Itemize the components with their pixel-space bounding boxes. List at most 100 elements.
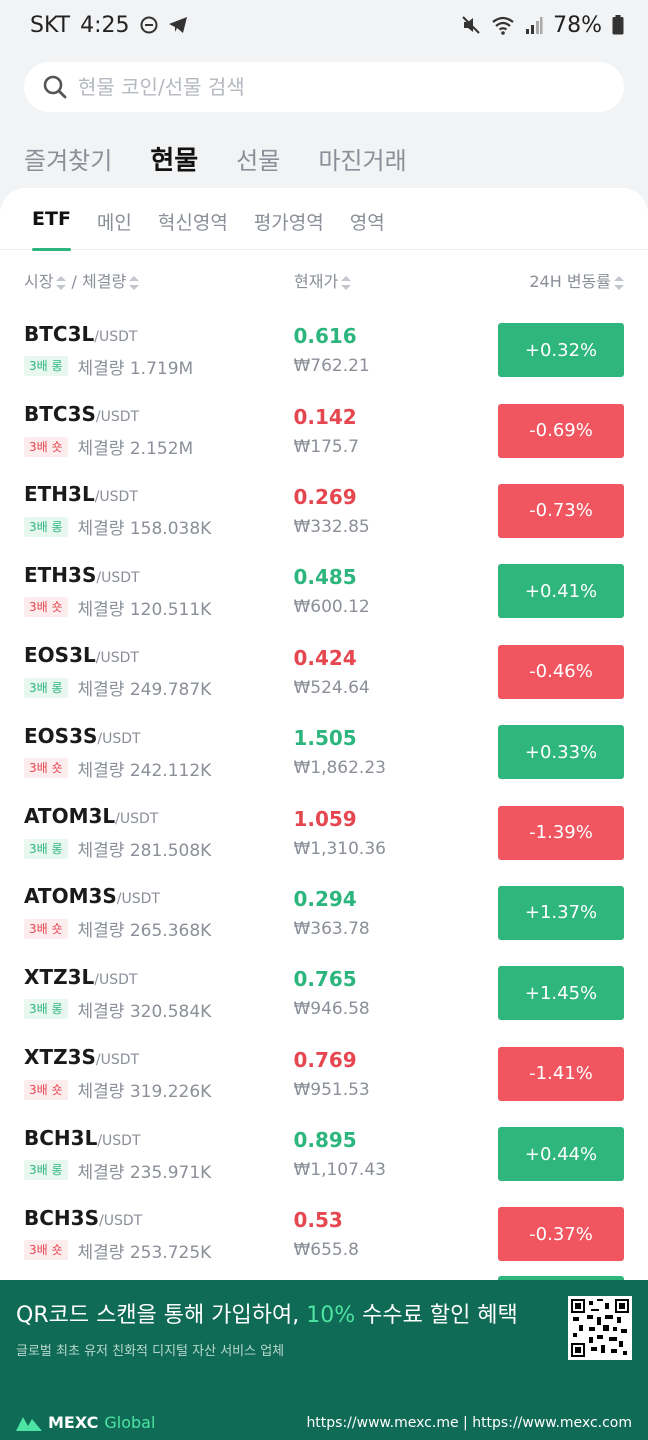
change-cell: +0.33% [498,725,624,780]
quote-currency: /USDT [97,730,141,747]
market-row[interactable]: XTZ3S /USDT 3배 숏 체결량 319.226K 0.769 ₩951… [0,1034,648,1114]
price-cell: 0.53 ₩655.8 [293,1208,498,1260]
krw-price: ₩1,310.36 [293,838,386,859]
market-panel: ETF 메인 혁신영역 평가영역 영역 시장 / 체결량 현재가 24H 변동률… [0,188,648,1296]
volume: 체결량 2.152M [77,439,194,460]
quote-currency: /USDT [116,891,160,908]
market-cell: XTZ3L /USDT 3배 롱 체결량 320.584K [24,965,293,1022]
last-price: 0.765 [293,967,357,992]
volume: 체결량 253.725K [77,1242,212,1263]
symbol: ETH3S [24,562,97,587]
mexc-logo: MEXC Global [16,1413,155,1432]
change-badge[interactable]: +0.44% [498,1127,624,1182]
search-input[interactable] [78,75,606,99]
quote-currency: /USDT [94,489,138,506]
market-row[interactable]: ATOM3S /USDT 3배 숏 체결량 265.368K 0.294 ₩36… [0,873,648,953]
last-price: 0.895 [293,1128,357,1153]
wifi-icon [491,15,515,35]
volume: 체결량 249.787K [77,680,212,701]
market-row[interactable]: ETH3L /USDT 3배 롱 체결량 158.038K 0.269 ₩332… [0,471,648,551]
volume: 체결량 1.719M [77,358,194,379]
price-cell: 0.294 ₩363.78 [293,887,498,939]
price-cell: 0.769 ₩951.53 [293,1048,498,1100]
price-cell: 1.505 ₩1,862.23 [293,726,498,778]
market-row[interactable]: EOS3S /USDT 3배 숏 체결량 242.112K 1.505 ₩1,8… [0,712,648,792]
sort-price[interactable]: 현재가 [294,268,494,292]
krw-price: ₩1,862.23 [293,758,386,779]
market-row[interactable]: BTC3L /USDT 3배 롱 체결량 1.719M 0.616 ₩762.2… [0,310,648,390]
symbol: XTZ3S [24,1045,96,1070]
subtab-etf[interactable]: ETF [32,208,71,251]
market-cell: BTC3S /USDT 3배 숏 체결량 2.152M [24,402,293,459]
change-cell: +0.32% [498,323,624,378]
symbol: BTC3L [24,321,95,346]
change-cell: -0.46% [498,644,624,699]
leverage-badge: 3배 숏 [24,597,68,618]
price-cell: 0.895 ₩1,107.43 [293,1128,498,1180]
subtab-zone[interactable]: 영역 [349,212,385,234]
quote-currency: /USDT [96,569,140,586]
carrier: SKT [30,12,71,38]
status-bar: SKT 4:25 78% [0,0,648,50]
change-badge[interactable]: -1.41% [498,1046,624,1101]
change-cell: -0.73% [498,483,624,538]
change-badge[interactable]: +1.45% [498,966,624,1021]
market-row[interactable]: EOS3L /USDT 3배 롱 체결량 249.787K 0.424 ₩524… [0,632,648,712]
market-row[interactable]: BCH3S /USDT 3배 숏 체결량 253.725K 0.53 ₩655.… [0,1194,648,1274]
subtab-innovation[interactable]: 혁신영역 [157,212,228,234]
leverage-badge: 3배 숏 [24,918,68,939]
battery-icon [612,15,624,35]
quote-currency: /USDT [98,1212,143,1229]
symbol: XTZ3L [24,964,95,989]
promo-banner[interactable]: QR코드 스캔을 통해 가입하여, 10% 수수료 할인 혜택 글로벌 최초 유… [0,1280,648,1440]
symbol: BCH3L [24,1125,98,1150]
change-badge[interactable]: -0.46% [498,644,624,699]
last-price: 0.616 [293,324,357,349]
market-row[interactable]: BCH3L /USDT 3배 롱 체결량 235.971K 0.895 ₩1,1… [0,1114,648,1194]
market-cell: EOS3S /USDT 3배 숏 체결량 242.112K [24,724,293,781]
sort-icon [56,275,67,290]
brand-suffix: Global [104,1413,156,1432]
sort-market[interactable]: 시장 [24,272,67,291]
change-badge[interactable]: +0.32% [498,323,624,378]
change-badge[interactable]: +1.37% [498,885,624,940]
change-badge[interactable]: -1.39% [498,805,624,860]
quote-currency: /USDT [95,409,140,426]
market-header-label: 시장 [24,272,54,291]
header-separator: / [71,272,77,291]
battery-percent: 78% [553,12,602,38]
krw-price: ₩762.21 [293,356,370,377]
subtab-main[interactable]: 메인 [96,212,132,234]
volume: 체결량 281.508K [77,841,212,862]
symbol: ATOM3S [24,884,117,909]
market-row[interactable]: ATOM3L /USDT 3배 롱 체결량 281.508K 1.059 ₩1,… [0,792,648,872]
tab-spot[interactable]: 현물 [150,145,199,176]
tab-futures[interactable]: 선물 [236,146,281,175]
tab-favorites[interactable]: 즐겨찾기 [24,146,113,175]
krw-price: ₩946.58 [293,999,370,1020]
change-badge[interactable]: -0.69% [498,403,624,458]
change-badge[interactable]: -0.73% [498,483,624,538]
subtab-assessment[interactable]: 평가영역 [253,212,324,234]
market-row[interactable]: BTC3S /USDT 3배 숏 체결량 2.152M 0.142 ₩175.7… [0,390,648,470]
volume: 체결량 320.584K [77,1001,212,1022]
change-badge[interactable]: -0.37% [498,1207,624,1262]
signal-icon [525,16,543,34]
price-cell: 0.142 ₩175.7 [293,405,498,457]
change-badge[interactable]: +0.33% [498,725,624,780]
tab-margin[interactable]: 마진거래 [318,146,407,175]
sort-icon [614,275,624,290]
last-price: 0.142 [293,404,357,429]
sort-volume[interactable]: 체결량 [82,272,140,291]
volume: 체결량 242.112K [77,760,212,781]
price-cell: 0.616 ₩762.21 [293,324,498,376]
market-list: BTC3L /USDT 3배 롱 체결량 1.719M 0.616 ₩762.2… [0,310,648,1275]
search-bar[interactable] [24,62,624,112]
sort-change[interactable]: 24H 변동률 [494,268,624,292]
change-badge[interactable]: +0.41% [498,564,624,619]
banner-title: QR코드 스캔을 통해 가입하여, 10% 수수료 할인 혜택 [16,1296,546,1336]
change-cell: +0.41% [498,564,624,619]
market-row[interactable]: ETH3S /USDT 3배 숏 체결량 120.511K 0.485 ₩600… [0,551,648,631]
change-cell: +1.45% [498,966,624,1021]
market-row[interactable]: XTZ3L /USDT 3배 롱 체결량 320.584K 0.765 ₩946… [0,953,648,1033]
